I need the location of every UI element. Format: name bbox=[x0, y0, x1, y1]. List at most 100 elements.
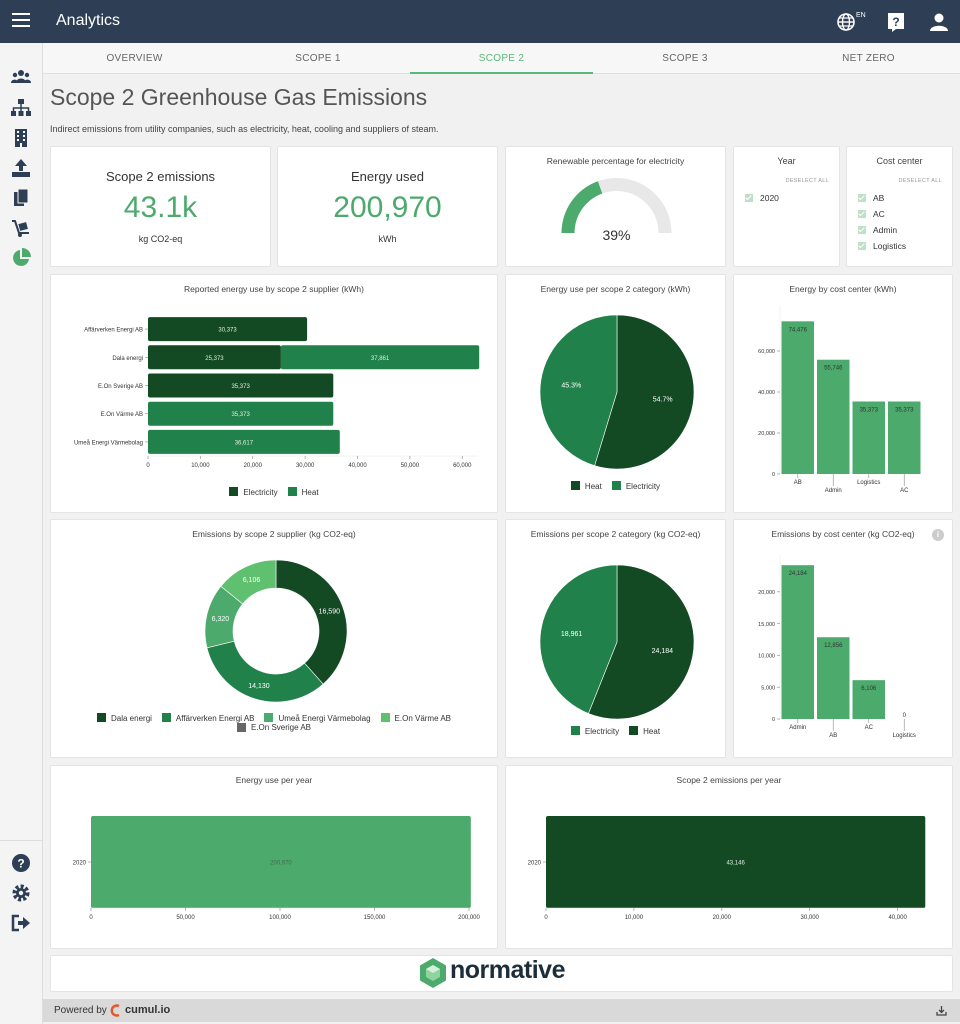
tab-overview[interactable]: OVERVIEW bbox=[106, 53, 163, 64]
legend-swatch bbox=[229, 487, 239, 497]
y-tick-label: 15,000 bbox=[758, 622, 775, 628]
legend-label: Affärverken Energi AB bbox=[175, 714, 255, 723]
renewable-gauge: 39% bbox=[561, 178, 672, 243]
user-icon[interactable] bbox=[928, 11, 950, 33]
pie-slice bbox=[539, 314, 618, 467]
tab-scope-1[interactable]: SCOPE 1 bbox=[295, 53, 341, 64]
checkbox-icon[interactable] bbox=[858, 209, 866, 218]
tab-scope-3[interactable]: SCOPE 3 bbox=[662, 53, 708, 64]
bar bbox=[280, 345, 480, 370]
energy-used-card: Energy used 200,970 kWh bbox=[277, 146, 498, 267]
legend-swatch bbox=[570, 726, 580, 736]
data-label: 36,617 bbox=[235, 440, 254, 446]
legend-item[interactable]: Electricity bbox=[229, 487, 278, 497]
pie-chart-icon[interactable] bbox=[11, 248, 31, 268]
y-tick-label: 5,000 bbox=[761, 685, 775, 691]
legend-label: Heat bbox=[301, 488, 319, 497]
energy-by-supplier-card: Reported energy use by scope 2 supplier … bbox=[50, 274, 498, 513]
org-chart-icon[interactable] bbox=[11, 98, 31, 118]
x-tick-label: Logistics bbox=[857, 480, 880, 486]
data-label: 35,373 bbox=[895, 407, 914, 413]
cumulio-brand[interactable]: cumul.io bbox=[125, 1004, 171, 1016]
x-tick-label: 0 bbox=[89, 915, 93, 921]
legend-item[interactable]: Heat bbox=[287, 487, 319, 497]
legend-swatch bbox=[161, 713, 171, 723]
kpi-title: Scope 2 emissions bbox=[105, 169, 216, 184]
filter-option[interactable]: Logistics bbox=[858, 241, 906, 251]
tab-scope-2[interactable]: SCOPE 2 bbox=[410, 43, 593, 74]
filter-option[interactable]: AB bbox=[858, 193, 884, 203]
legend-label: Umeå Energi Värmebolag bbox=[278, 714, 371, 723]
chart-title: Scope 2 emissions per year bbox=[676, 775, 782, 785]
x-tick-label: 30,000 bbox=[801, 915, 820, 921]
x-tick-label: 100,000 bbox=[269, 915, 291, 921]
legend-item[interactable]: Heat bbox=[629, 726, 660, 736]
deselect-all-button[interactable]: DESELECT ALL bbox=[785, 178, 829, 184]
chart-legend: Electricity Heat bbox=[506, 726, 725, 736]
legend-item[interactable]: Affärverken Energi AB bbox=[161, 713, 255, 723]
cumulio-logo-icon bbox=[110, 1004, 120, 1017]
data-label: 24,184 bbox=[652, 648, 674, 655]
documents-icon[interactable] bbox=[11, 188, 31, 208]
help-icon[interactable]: ? bbox=[11, 853, 31, 873]
menu-icon[interactable] bbox=[12, 13, 30, 29]
upload-icon[interactable] bbox=[11, 158, 31, 178]
app-title: Analytics bbox=[56, 12, 121, 29]
data-label: 45.3% bbox=[561, 383, 581, 390]
y-tick-label: 10,000 bbox=[758, 654, 775, 660]
pie-slice bbox=[588, 564, 695, 720]
bar bbox=[852, 401, 885, 474]
legend-item[interactable]: Electricity bbox=[611, 481, 661, 491]
data-label: 0 bbox=[903, 713, 907, 719]
data-label: 55,746 bbox=[824, 366, 843, 372]
card-title: Renewable percentage for electricity bbox=[546, 156, 685, 166]
bar bbox=[781, 565, 814, 719]
users-icon[interactable] bbox=[11, 67, 31, 87]
x-tick-label: 40,000 bbox=[888, 915, 907, 921]
filter-option[interactable]: 2020 bbox=[745, 193, 779, 203]
y-tick-label: 20,000 bbox=[758, 590, 775, 596]
kpi-value: 43.1k bbox=[123, 191, 198, 224]
legend-swatch bbox=[287, 487, 297, 497]
checkbox-icon[interactable] bbox=[745, 193, 753, 202]
emissions-by-category-chart: 24,184 18,961 bbox=[539, 564, 695, 720]
legend-item[interactable]: Electricity bbox=[570, 726, 619, 736]
legend-item[interactable]: E.On Sverige AB bbox=[236, 722, 311, 732]
emissions-by-category-card: Emissions per scope 2 category (kg CO2-e… bbox=[505, 519, 726, 758]
x-tick-label: 0 bbox=[146, 463, 150, 469]
checkbox-icon[interactable] bbox=[858, 241, 866, 250]
logout-icon[interactable] bbox=[11, 913, 31, 933]
svg-text:?: ? bbox=[17, 857, 24, 871]
legend-item[interactable]: Heat bbox=[570, 481, 602, 491]
legend-item[interactable]: Dala energi bbox=[97, 713, 152, 723]
download-icon[interactable] bbox=[936, 1005, 947, 1016]
legend-label: Electricity bbox=[625, 482, 661, 491]
checkbox-icon[interactable] bbox=[858, 225, 866, 234]
checkbox-icon[interactable] bbox=[858, 193, 866, 202]
bar bbox=[91, 816, 471, 908]
emissions-by-cost-center-chart: 0 5,000 10,000 15,000 20,000 24,184 Admin 12,85… bbox=[758, 555, 916, 739]
x-tick-label: 200,000 bbox=[458, 915, 480, 921]
x-tick-label: 50,000 bbox=[401, 463, 420, 469]
info-icon[interactable]: i bbox=[932, 529, 944, 541]
filter-option[interactable]: Admin bbox=[858, 225, 897, 235]
legend-item[interactable]: Umeå Energi Värmebolag bbox=[264, 713, 371, 723]
scope2-emissions-card: Scope 2 emissions 43.1k kg CO2-eq bbox=[50, 146, 271, 267]
deselect-all-button[interactable]: DESELECT ALL bbox=[898, 178, 942, 184]
pie-slice bbox=[275, 559, 348, 685]
pie-slice bbox=[206, 640, 324, 703]
legend-swatch bbox=[236, 722, 246, 732]
kpi-title: Energy used bbox=[351, 169, 424, 184]
building-icon[interactable] bbox=[11, 128, 31, 148]
trolley-icon[interactable] bbox=[11, 218, 31, 238]
language-code[interactable]: EN bbox=[856, 12, 866, 19]
data-label: 12,856 bbox=[824, 643, 843, 649]
data-label: 30,373 bbox=[218, 328, 237, 334]
logo-card bbox=[50, 955, 953, 992]
settings-icon[interactable] bbox=[11, 883, 31, 903]
globe-icon[interactable] bbox=[836, 11, 858, 33]
tab-net-zero[interactable]: NET ZERO bbox=[842, 53, 895, 64]
filter-option[interactable]: AC bbox=[858, 209, 885, 219]
help-icon[interactable]: ? bbox=[885, 11, 907, 33]
legend-item[interactable]: E.On Värme AB bbox=[380, 713, 451, 723]
